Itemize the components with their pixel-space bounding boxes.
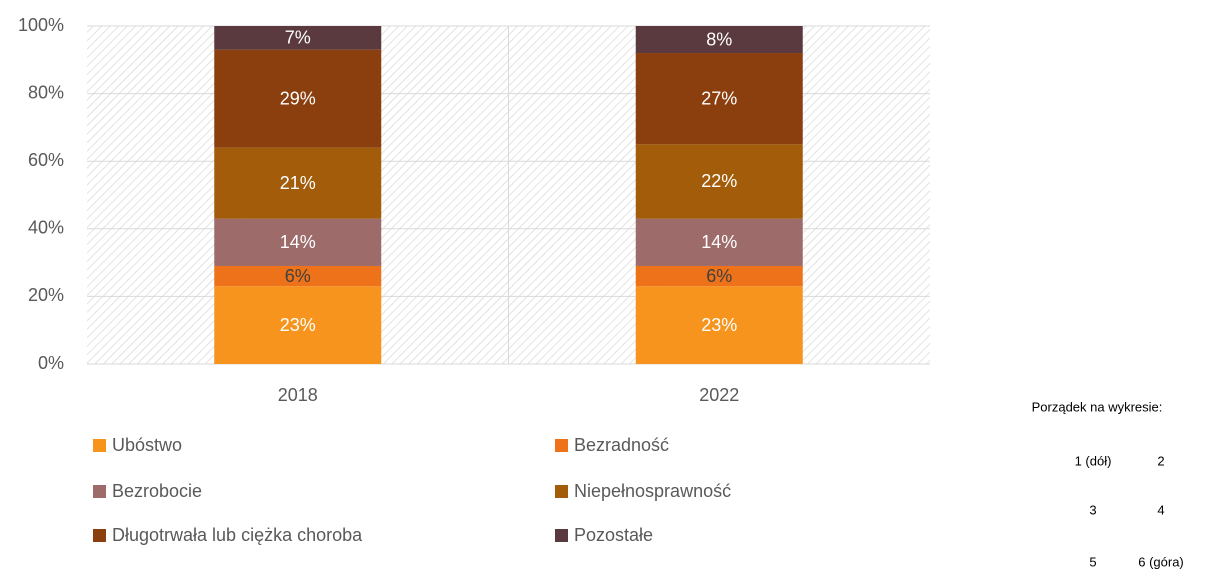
annotation-item: 5 [1089, 554, 1096, 569]
legend-swatch [555, 439, 568, 452]
bar-segment [635, 286, 803, 364]
legend-swatch [93, 439, 106, 452]
data-label: 27% [701, 88, 737, 108]
bar-segment [635, 53, 803, 145]
data-label: 14% [280, 232, 316, 252]
annotation-item: 4 [1157, 502, 1164, 517]
data-label: 21% [280, 173, 316, 193]
y-tick-label: 80% [28, 82, 64, 102]
data-label: 23% [701, 315, 737, 335]
legend-label: Ubóstwo [112, 435, 182, 455]
bar-segment [635, 144, 803, 219]
y-tick-label: 40% [28, 218, 64, 238]
x-tick-label: 2022 [699, 385, 739, 405]
annotation-item: 6 (góra) [1138, 554, 1184, 569]
data-label: 6% [285, 266, 311, 286]
legend-label: Bezradność [574, 435, 669, 455]
annotation-item: 3 [1089, 502, 1096, 517]
bar-segment [214, 147, 382, 219]
legend-swatch [93, 485, 106, 498]
data-label: 23% [280, 315, 316, 335]
annotation-item: 2 [1157, 453, 1164, 468]
legend-label: Niepełnosprawność [574, 481, 731, 501]
data-label: 7% [285, 28, 311, 48]
legend-swatch [555, 485, 568, 498]
bar-segment [635, 218, 803, 266]
data-label: 22% [701, 171, 737, 191]
data-label: 29% [280, 88, 316, 108]
legend-swatch [555, 529, 568, 542]
data-label: 6% [706, 266, 732, 286]
bar-segment [214, 286, 382, 364]
bar-segment [214, 265, 382, 287]
y-tick-label: 0% [38, 353, 64, 373]
data-label: 8% [706, 29, 732, 49]
y-tick-label: 20% [28, 285, 64, 305]
bar-segment [214, 49, 382, 148]
bar-segment [635, 26, 803, 54]
y-tick-label: 100% [18, 15, 64, 35]
legend-swatch [93, 529, 106, 542]
x-tick-label: 2018 [278, 385, 318, 405]
bar-segment [214, 218, 382, 266]
annotation-item: 1 (dół) [1075, 453, 1112, 468]
annotation-title: Porządek na wykresie: [1032, 399, 1163, 414]
y-tick-label: 60% [28, 150, 64, 170]
legend-label: Pozostałe [574, 525, 653, 545]
bar-segment [214, 26, 382, 50]
data-label: 14% [701, 232, 737, 252]
legend-label: Długotrwała lub ciężka choroba [112, 525, 363, 545]
legend-label: Bezrobocie [112, 481, 202, 501]
bar-segment [635, 265, 803, 287]
